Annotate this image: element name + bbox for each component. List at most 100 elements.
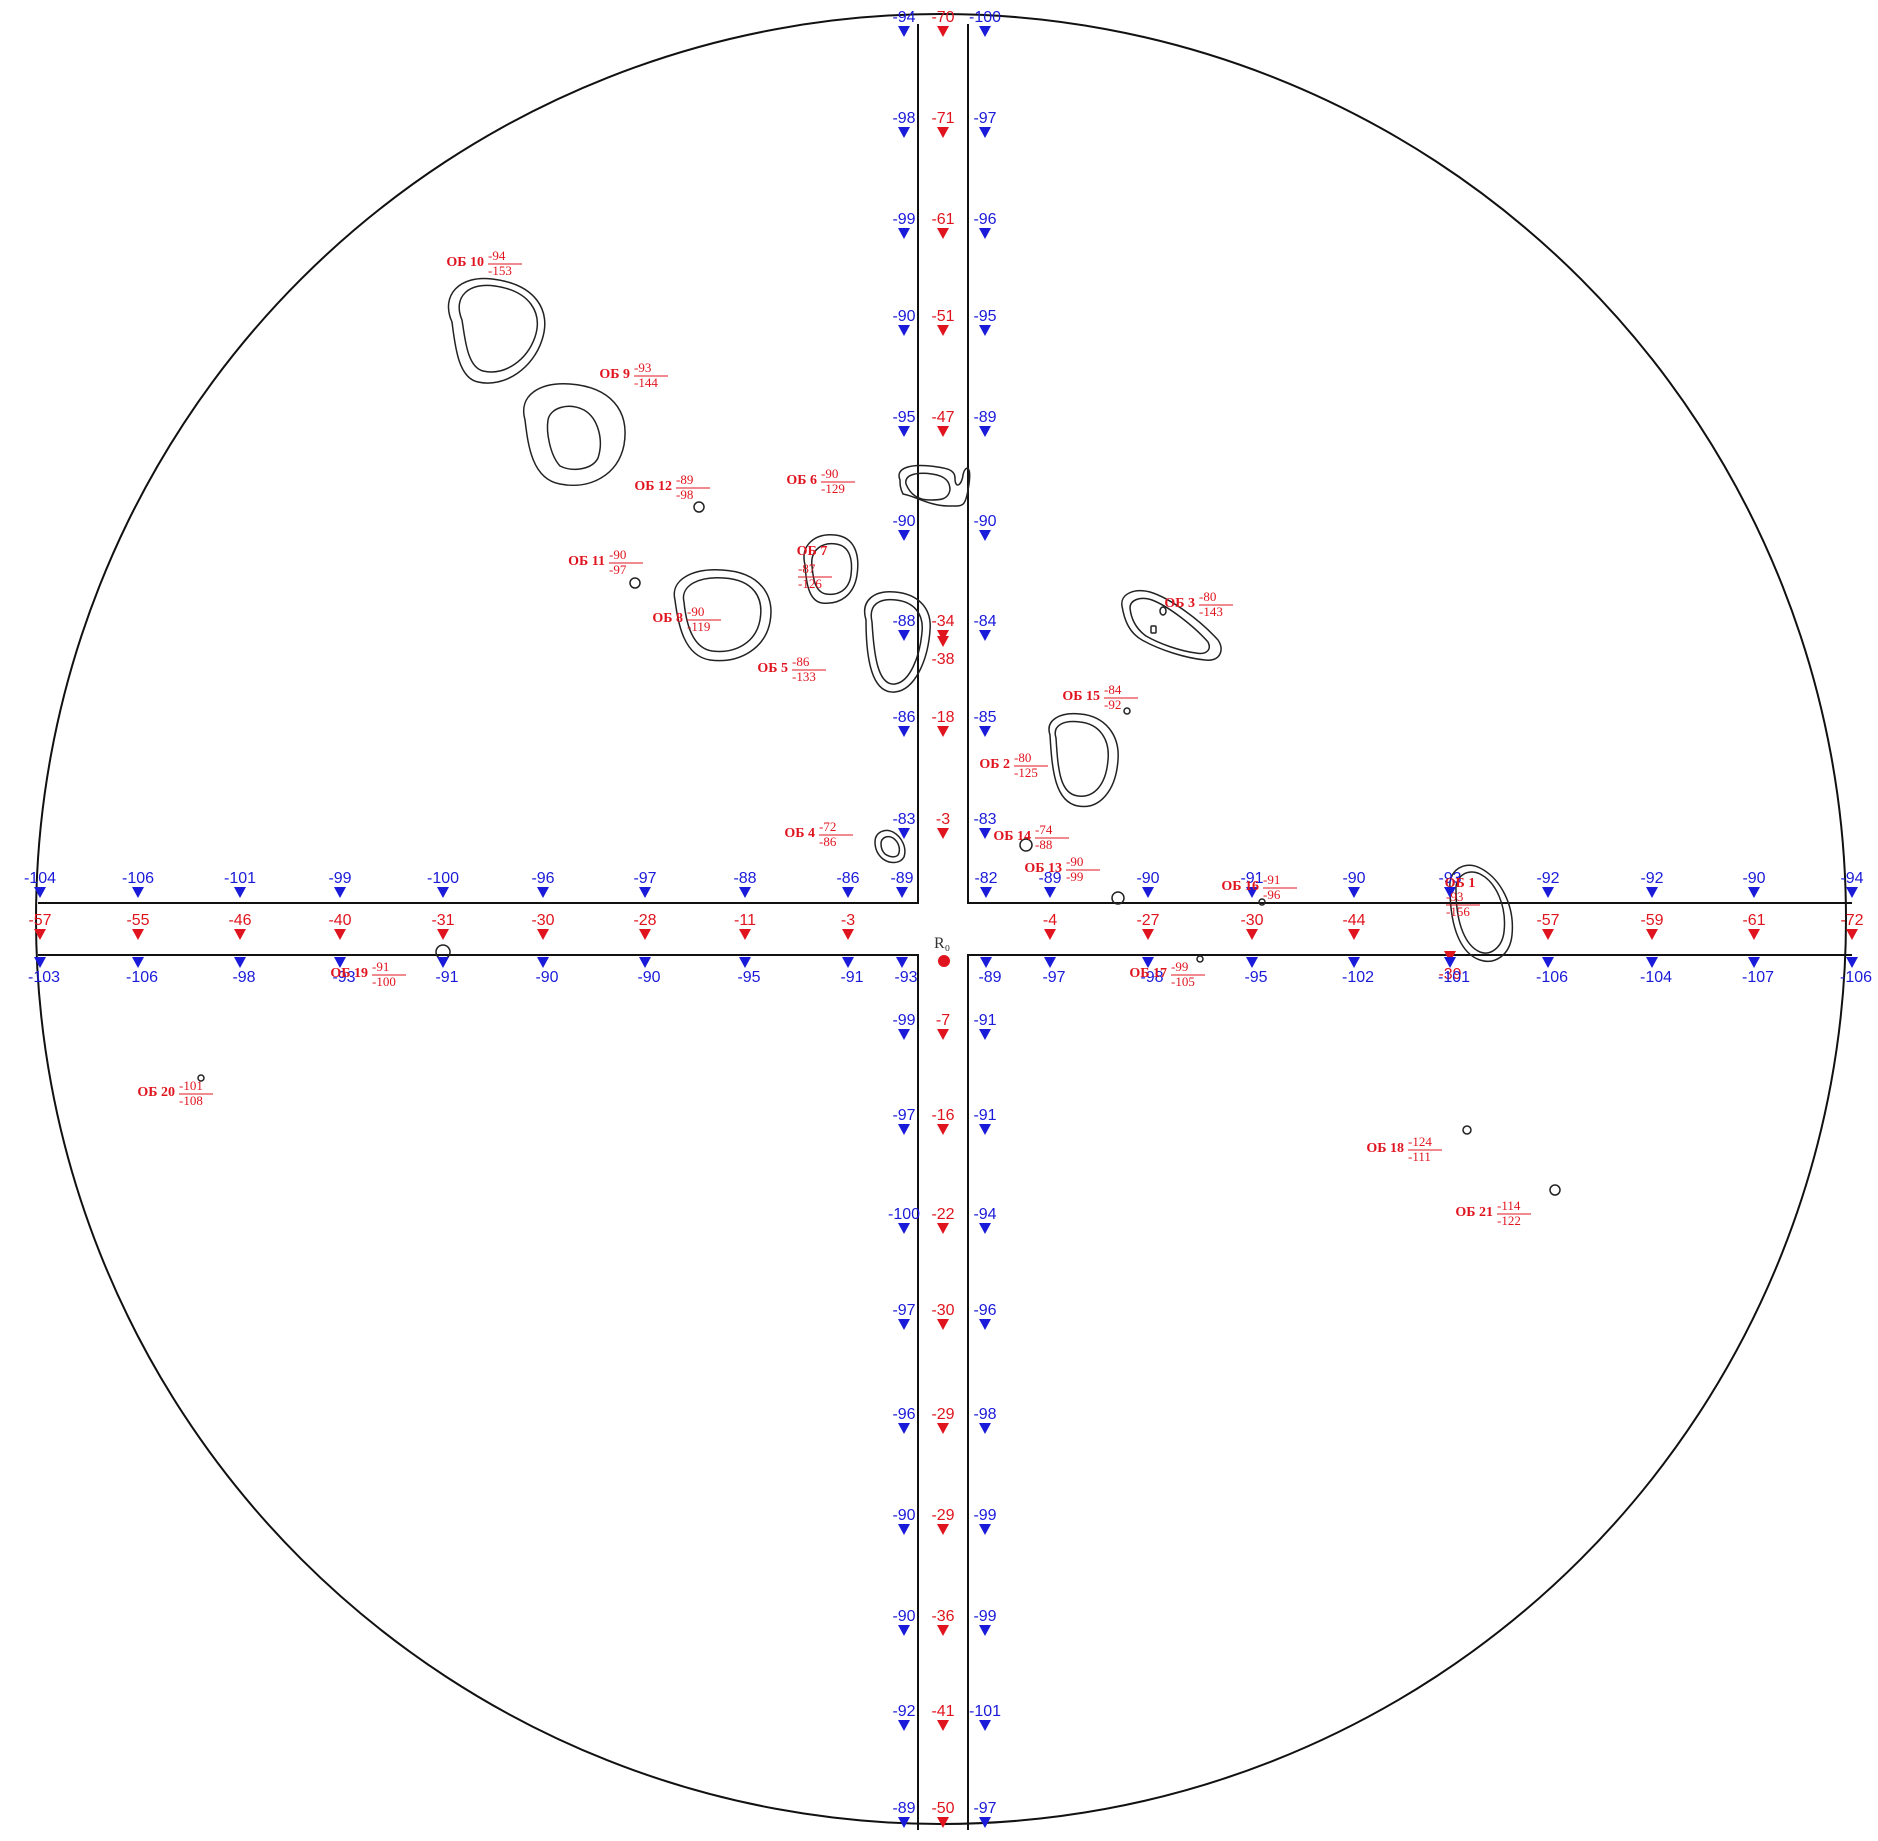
object-6-name: ОБ 6 — [786, 473, 817, 488]
object-11-numerator: -90 — [609, 547, 626, 562]
v-down-right-1-label: -91 — [973, 1012, 996, 1029]
h-left-top-2-label: -106 — [122, 870, 154, 887]
object-16-name: ОБ 16 — [1221, 879, 1259, 894]
h-left-bottom-2-marker — [132, 957, 144, 968]
h-right-top-5-label: -90 — [1342, 870, 1365, 887]
v-down-left-3-marker — [898, 1223, 910, 1234]
h-right-mid-10-marker — [1846, 929, 1858, 940]
object-6-numerator: -90 — [821, 466, 838, 481]
object-6-denominator: -129 — [821, 481, 845, 496]
object-4-denominator: -86 — [819, 834, 837, 849]
h-right-bottom-8-marker — [1646, 957, 1658, 968]
v-down-mid-9-label: -50 — [931, 1800, 954, 1817]
h-right-mid-8-label: -59 — [1640, 912, 1663, 929]
object-12-numerator: -89 — [676, 472, 693, 487]
h-left-bottom-9-label: -91 — [840, 969, 863, 986]
corridor-outline — [38, 24, 1852, 1830]
v-up-left-9-label: -83 — [892, 811, 915, 828]
v-up-left-8-label: -86 — [892, 709, 915, 726]
h-right-bottom-10-label: -106 — [1840, 969, 1872, 986]
v-down-right-8-marker — [979, 1720, 991, 1731]
v-down-mid-7-marker — [937, 1625, 949, 1636]
h-right-bottom-7-label: -106 — [1536, 969, 1568, 986]
v-up-left-7-marker — [898, 630, 910, 641]
object-21-name: ОБ 21 — [1455, 1205, 1493, 1220]
h-left-mid-7-marker — [639, 929, 651, 940]
h-right-bottom-8-label: -104 — [1640, 969, 1672, 986]
h-left-top-3-label: -101 — [224, 870, 256, 887]
v-down-right-4-label: -96 — [973, 1302, 996, 1319]
v-up-mid-2-marker — [937, 127, 949, 138]
v-down-right-7-marker — [979, 1625, 991, 1636]
h-left-mid-2-marker — [132, 929, 144, 940]
object-20-name: ОБ 20 — [137, 1085, 175, 1100]
v-down-mid-8-label: -41 — [931, 1703, 954, 1720]
v-up-mid-6-marker — [937, 636, 949, 647]
v-up-mid-1-label: -70 — [931, 9, 954, 26]
object-17-name: ОБ 17 — [1129, 966, 1167, 981]
h-right-bottom-4-marker — [1246, 957, 1258, 968]
h-left-mid-8-marker — [739, 929, 751, 940]
object-14-numerator: -74 — [1035, 822, 1053, 837]
v-down-left-7-label: -90 — [892, 1608, 915, 1625]
h-left-mid-8-label: -11 — [734, 912, 756, 929]
object-7-numerator: -87 — [798, 561, 816, 576]
v-up-left-8-marker — [898, 726, 910, 737]
v-up-right-5-label: -89 — [973, 409, 996, 426]
h-left-bottom-1-label: -103 — [28, 969, 60, 986]
object-20-numerator: -101 — [179, 1078, 203, 1093]
object-1-name: ОБ 1 — [1445, 876, 1476, 891]
v-down-right-7-label: -99 — [973, 1608, 996, 1625]
v-up-left-2-label: -98 — [892, 110, 915, 127]
v-up-left-5-marker — [898, 426, 910, 437]
h-right-bottom-6-marker — [1444, 957, 1456, 968]
h-left-bottom-9-marker — [842, 957, 854, 968]
v-up-mid-4-label: -51 — [931, 308, 954, 325]
v-up-left-5-label: -95 — [892, 409, 915, 426]
h-right-top-6-marker — [1444, 887, 1456, 898]
object-20-denominator: -108 — [179, 1093, 203, 1108]
h-left-top-10-label: -89 — [890, 870, 913, 887]
v-down-left-6-label: -90 — [892, 1507, 915, 1524]
v-up-right-2-marker — [979, 127, 991, 138]
object-1-denominator: -156 — [1446, 904, 1470, 919]
h-right-top-8-label: -92 — [1640, 870, 1663, 887]
h-left-top-5-label: -100 — [427, 870, 459, 887]
v-up-right-9-marker — [979, 828, 991, 839]
h-left-mid-1-marker — [34, 929, 46, 940]
object-9-denominator: -144 — [634, 375, 658, 390]
v-down-left-9-marker — [898, 1817, 910, 1828]
v-down-mid-4-marker — [937, 1319, 949, 1330]
v-down-right-6-marker — [979, 1524, 991, 1535]
h-right-top-5-marker — [1348, 887, 1360, 898]
h-left-top-7-label: -97 — [633, 870, 656, 887]
v-up-right-6-label: -90 — [973, 513, 996, 530]
v-up-mid-7-label: -34 — [931, 613, 954, 630]
v-up-left-4-marker — [898, 325, 910, 336]
h-right-mid-2-label: -4 — [1043, 912, 1057, 929]
h-left-top-1-marker — [34, 887, 46, 898]
h-left-top-1-label: -104 — [24, 870, 56, 887]
v-down-left-3-label: -100 — [888, 1206, 920, 1223]
h-left-top-9-label: -86 — [836, 870, 859, 887]
v-up-left-6-label: -90 — [892, 513, 915, 530]
v-down-right-1-marker — [979, 1029, 991, 1040]
v-down-mid-1-label: -7 — [936, 1012, 950, 1029]
v-up-mid-2-label: -71 — [931, 110, 954, 127]
v-down-left-9-label: -89 — [892, 1800, 915, 1817]
h-right-mid-3-label: -27 — [1136, 912, 1159, 929]
v-up-right-1-label: -100 — [969, 9, 1001, 26]
v-down-left-4-marker — [898, 1319, 910, 1330]
h-right-top-6-label: -93 — [1438, 870, 1461, 887]
v-up-right-4-marker — [979, 325, 991, 336]
h-right-top-4-marker — [1246, 887, 1258, 898]
h-left-mid-1-label: -57 — [28, 912, 51, 929]
h-left-bottom-4-marker — [334, 957, 346, 968]
h-right-top-10-marker — [1846, 887, 1858, 898]
v-up-left-3-marker — [898, 228, 910, 239]
object-9-numerator: -93 — [634, 360, 651, 375]
v-up-right-3-marker — [979, 228, 991, 239]
object-11-denominator: -97 — [609, 562, 627, 577]
v-up-mid-3-label: -61 — [931, 211, 954, 228]
